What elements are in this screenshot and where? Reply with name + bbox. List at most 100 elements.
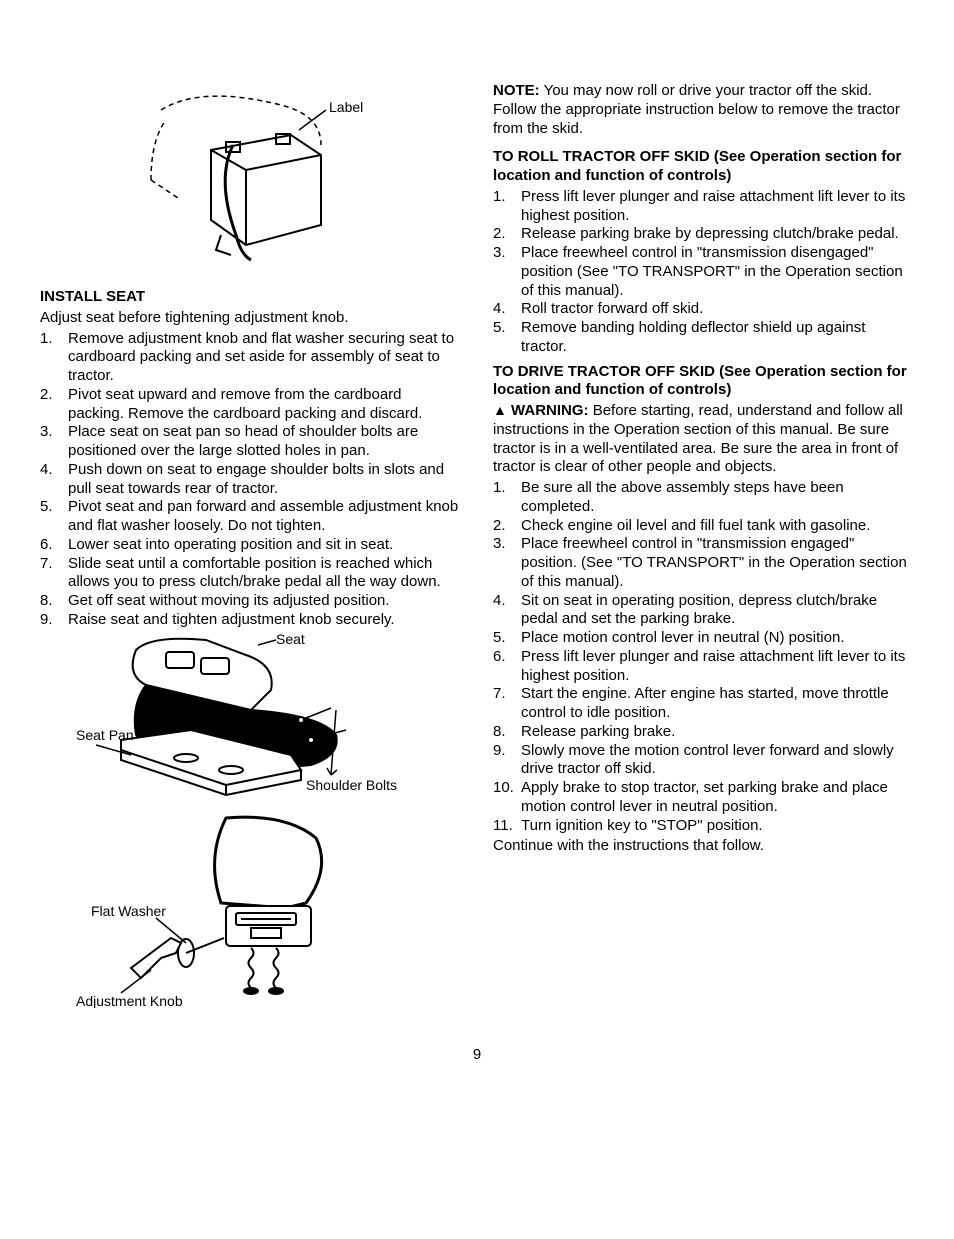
battery-figure: Label <box>40 80 461 280</box>
step-number: 3. <box>493 244 517 263</box>
step-text: Place freewheel control in "transmission… <box>521 535 907 590</box>
step-item: 11.Turn ignition key to "STOP" position. <box>493 817 914 836</box>
step-number: 7. <box>493 685 517 704</box>
step-text: Remove adjustment knob and flat washer s… <box>68 330 454 385</box>
step-item: 5.Place motion control lever in neutral … <box>493 629 914 648</box>
warning-icon: ▲ <box>493 403 507 417</box>
seat-assembly-figure-bottom: Flat Washer Adjustment Knob <box>40 808 461 1008</box>
step-number: 2. <box>493 517 517 536</box>
drive-title: TO DRIVE TRACTOR OFF SKID (See Operation… <box>493 363 914 401</box>
step-number: 4. <box>493 592 517 611</box>
battery-svg: Label <box>121 80 381 280</box>
continue-text: Continue with the instructions that foll… <box>493 837 914 856</box>
step-text: Slowly move the motion control lever for… <box>521 742 894 778</box>
step-text: Remove banding holding deflector shield … <box>521 319 865 355</box>
step-text: Place freewheel control in "transmission… <box>521 244 903 299</box>
step-item: 3.Place freewheel control in "transmissi… <box>493 535 914 591</box>
step-item: 3.Place seat on seat pan so head of shou… <box>40 423 461 461</box>
seat-top-svg: Seat Seat Pan Shoulder Bolts <box>76 630 426 800</box>
step-item: 2.Pivot seat upward and remove from the … <box>40 386 461 424</box>
step-text: Sit on seat in operating position, depre… <box>521 592 877 628</box>
step-item: 2.Release parking brake by depressing cl… <box>493 225 914 244</box>
install-seat-intro: Adjust seat before tightening adjustment… <box>40 309 461 328</box>
step-item: 1.Be sure all the above assembly steps h… <box>493 479 914 517</box>
step-number: 4. <box>40 461 64 480</box>
step-text: Release parking brake by depressing clut… <box>521 225 899 242</box>
step-item: 6.Press lift lever plunger and raise att… <box>493 648 914 686</box>
step-text: Release parking brake. <box>521 723 675 740</box>
step-text: Lower seat into operating position and s… <box>68 536 393 553</box>
install-seat-title: INSTALL SEAT <box>40 288 461 307</box>
step-text: Get off seat without moving its adjusted… <box>68 592 390 609</box>
roll-title: TO ROLL TRACTOR OFF SKID (See Operation … <box>493 148 914 186</box>
flat-washer-label: Flat Washer <box>91 903 166 919</box>
step-text: Slide seat until a comfortable position … <box>68 555 441 591</box>
shoulder-bolts-label: Shoulder Bolts <box>306 777 397 793</box>
note-text: You may now roll or drive your tractor o… <box>493 82 900 137</box>
step-text: Push down on seat to engage shoulder bol… <box>68 461 444 497</box>
step-item: 3.Place freewheel control in "transmissi… <box>493 244 914 300</box>
warning-paragraph: ▲ WARNING: Before starting, read, unders… <box>493 402 914 477</box>
step-item: 1.Remove adjustment knob and flat washer… <box>40 330 461 386</box>
seat-bottom-svg: Flat Washer Adjustment Knob <box>76 808 426 1008</box>
step-text: Place seat on seat pan so head of should… <box>68 423 418 459</box>
step-item: 9.Raise seat and tighten adjustment knob… <box>40 611 461 630</box>
page-number: 9 <box>0 1046 954 1085</box>
drive-steps: 1.Be sure all the above assembly steps h… <box>493 479 914 835</box>
step-number: 11. <box>493 817 517 836</box>
step-item: 9.Slowly move the motion control lever f… <box>493 742 914 780</box>
seat-assembly-figure-top: Seat Seat Pan Shoulder Bolts <box>40 630 461 800</box>
step-item: 1.Press lift lever plunger and raise att… <box>493 188 914 226</box>
step-text: Roll tractor forward off skid. <box>521 300 703 317</box>
step-text: Pivot seat upward and remove from the ca… <box>68 386 422 422</box>
left-column: Label INSTALL SEAT Adjust seat before ti… <box>40 80 461 1016</box>
step-number: 3. <box>40 423 64 442</box>
step-number: 1. <box>493 188 517 207</box>
roll-steps: 1.Press lift lever plunger and raise att… <box>493 188 914 357</box>
step-number: 8. <box>493 723 517 742</box>
right-column: NOTE: You may now roll or drive your tra… <box>493 80 914 1016</box>
step-item: 7.Start the engine. After engine has sta… <box>493 685 914 723</box>
install-seat-steps: 1.Remove adjustment knob and flat washer… <box>40 330 461 630</box>
step-number: 1. <box>493 479 517 498</box>
step-text: Pivot seat and pan forward and assemble … <box>68 498 458 534</box>
step-text: Press lift lever plunger and raise attac… <box>521 188 905 224</box>
step-text: Turn ignition key to "STOP" position. <box>521 817 763 834</box>
step-number: 4. <box>493 300 517 319</box>
battery-label-text: Label <box>329 99 363 115</box>
page-content: Label INSTALL SEAT Adjust seat before ti… <box>0 0 954 1036</box>
step-number: 1. <box>40 330 64 349</box>
step-number: 2. <box>493 225 517 244</box>
step-item: 4.Push down on seat to engage shoulder b… <box>40 461 461 499</box>
note-paragraph: NOTE: You may now roll or drive your tra… <box>493 82 914 138</box>
step-text: Place motion control lever in neutral (N… <box>521 629 844 646</box>
step-text: Check engine oil level and fill fuel tan… <box>521 517 870 534</box>
step-number: 5. <box>40 498 64 517</box>
step-number: 5. <box>493 629 517 648</box>
step-text: Start the engine. After engine has start… <box>521 685 889 721</box>
step-item: 8.Release parking brake. <box>493 723 914 742</box>
step-item: 7.Slide seat until a comfortable positio… <box>40 555 461 593</box>
step-item: 10.Apply brake to stop tractor, set park… <box>493 779 914 817</box>
step-number: 9. <box>493 742 517 761</box>
step-number: 6. <box>493 648 517 667</box>
step-item: 2.Check engine oil level and fill fuel t… <box>493 517 914 536</box>
step-number: 10. <box>493 779 517 798</box>
seat-label: Seat <box>276 631 305 647</box>
step-number: 9. <box>40 611 64 630</box>
step-number: 5. <box>493 319 517 338</box>
step-item: 4.Roll tractor forward off skid. <box>493 300 914 319</box>
step-number: 2. <box>40 386 64 405</box>
step-text: Raise seat and tighten adjustment knob s… <box>68 611 395 628</box>
step-item: 4.Sit on seat in operating position, dep… <box>493 592 914 630</box>
step-text: Press lift lever plunger and raise attac… <box>521 648 905 684</box>
step-number: 6. <box>40 536 64 555</box>
step-text: Be sure all the above assembly steps hav… <box>521 479 844 515</box>
adjustment-knob-label: Adjustment Knob <box>76 993 183 1008</box>
seat-pan-label: Seat Pan <box>76 727 134 743</box>
step-item: 6.Lower seat into operating position and… <box>40 536 461 555</box>
step-text: Apply brake to stop tractor, set parking… <box>521 779 888 815</box>
step-number: 8. <box>40 592 64 611</box>
step-item: 5.Pivot seat and pan forward and assembl… <box>40 498 461 536</box>
step-item: 5.Remove banding holding deflector shiel… <box>493 319 914 357</box>
